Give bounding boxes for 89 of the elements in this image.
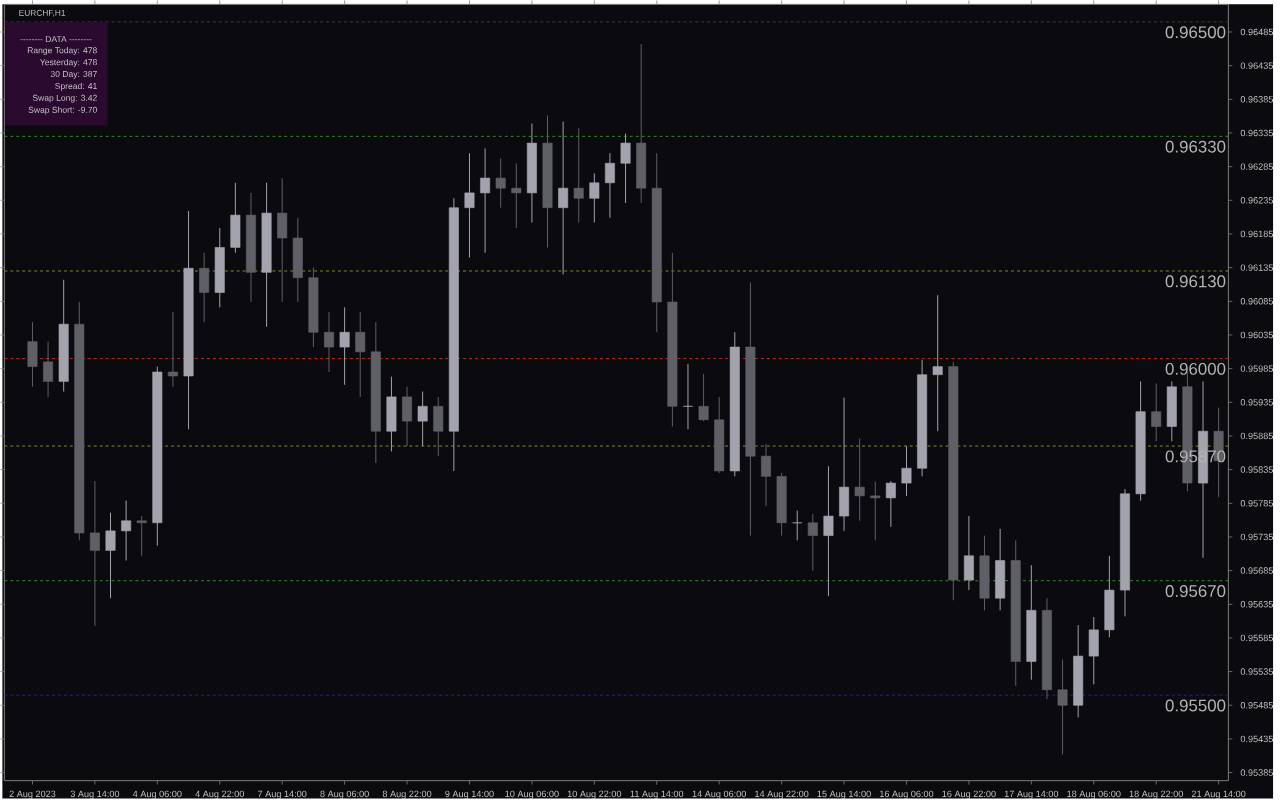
candlestick xyxy=(167,311,178,388)
candlestick xyxy=(480,148,491,254)
candlestick xyxy=(870,481,881,542)
y-tick-label: 0.95635 xyxy=(1240,601,1273,608)
y-tick-label: 0.96485 xyxy=(1240,28,1273,36)
candlestick xyxy=(43,341,54,398)
y-tick-label: 0.95985 xyxy=(1240,365,1273,373)
y-tick-label: 0.96435 xyxy=(1240,62,1273,70)
annotation: Swap Long: 3.42 xyxy=(32,95,97,103)
x-tick-label: 16 Aug 22:00 xyxy=(942,790,996,800)
candlestick xyxy=(932,294,943,432)
candlestick xyxy=(589,173,600,224)
y-tick-label: 0.96385 xyxy=(1240,96,1273,103)
candlestick xyxy=(761,443,771,507)
y-tick-label: 0.95885 xyxy=(1240,432,1273,440)
candlestick xyxy=(355,311,366,398)
candlestick xyxy=(901,445,912,497)
y-tick-label: 0.95435 xyxy=(1240,735,1273,743)
ref-line-label: 0.96330 xyxy=(1165,140,1226,153)
candlestick xyxy=(511,162,522,229)
ref-line-label: 0.96500 xyxy=(1165,26,1226,39)
y-tick-label: 0.96185 xyxy=(1240,230,1273,238)
annotation: Yesterday: 478 xyxy=(40,59,97,68)
candlestick xyxy=(854,438,865,522)
ref-line-label: 0.95670 xyxy=(1165,585,1226,598)
candlestick xyxy=(604,152,615,219)
y-tick-label: 0.95385 xyxy=(1240,769,1273,777)
candlestick xyxy=(885,480,896,528)
annotation: 30 Day: 387 xyxy=(50,71,97,79)
candlestick xyxy=(683,363,693,430)
x-tick-label: 8 Aug 06:00 xyxy=(320,790,369,800)
candlestick xyxy=(121,500,132,562)
candlestick xyxy=(558,121,569,276)
candlestick xyxy=(620,133,631,204)
x-tick-label: 14 Aug 22:00 xyxy=(755,790,809,800)
candlestick xyxy=(495,158,506,209)
annotation: Swap Short: -9.70 xyxy=(28,106,97,115)
y-tick-label: 0.95735 xyxy=(1240,533,1273,541)
y-tick-label: 0.95535 xyxy=(1240,668,1273,676)
annotation: -------- DATA -------- xyxy=(20,36,92,43)
x-tick-label: 17 Aug 14:00 xyxy=(1004,790,1059,800)
text: EURCHF,H1 xyxy=(19,10,66,17)
y-tick-label: 0.95785 xyxy=(1240,500,1273,507)
x-tick-label: 11 Aug 14:00 xyxy=(630,790,684,800)
y-tick-label: 0.96235 xyxy=(1240,197,1273,204)
y-tick-label: 0.95835 xyxy=(1240,466,1273,474)
x-tick-label: 10 Aug 06:00 xyxy=(505,790,559,800)
x-tick-label: 2 Aug 2023 xyxy=(9,790,56,800)
ref-line-label: 0.96000 xyxy=(1165,363,1226,376)
x-tick-label: 21 Aug 14:00 xyxy=(1191,790,1246,800)
candlestick xyxy=(1057,659,1068,756)
ref-line-label: 0.95500 xyxy=(1165,699,1226,712)
candlestick xyxy=(1151,383,1162,443)
x-tick-label: 9 Aug 14:00 xyxy=(445,790,494,800)
candlestick xyxy=(89,480,100,627)
y-tick-label: 0.96285 xyxy=(1240,163,1273,171)
ref-line-label: 0.96130 xyxy=(1165,275,1226,288)
candlestick xyxy=(417,391,428,447)
y-tick-label: 0.95685 xyxy=(1240,567,1273,575)
x-tick-label: 4 Aug 22:00 xyxy=(195,790,245,800)
y-tick-label: 0.96335 xyxy=(1240,129,1273,137)
x-tick-label: 18 Aug 06:00 xyxy=(1067,790,1121,800)
candlestick xyxy=(339,307,350,386)
candlestick xyxy=(698,373,709,422)
x-tick-label: 4 Aug 06:00 xyxy=(132,790,182,800)
candlestick xyxy=(105,512,116,599)
y-tick-label: 0.95585 xyxy=(1240,634,1273,642)
x-tick-label: 16 Aug 06:00 xyxy=(880,790,934,800)
x-tick-label: 14 Aug 06:00 xyxy=(692,790,746,800)
x-tick-label: 10 Aug 22:00 xyxy=(567,790,622,800)
candlestick xyxy=(792,510,803,542)
candlestick xyxy=(573,127,584,224)
candlestick xyxy=(807,513,818,572)
y-tick-label: 0.96135 xyxy=(1240,264,1273,272)
y-tick-label: 0.96085 xyxy=(1240,298,1273,305)
candlestick xyxy=(324,311,334,373)
x-tick-label: 3 Aug 14:00 xyxy=(70,790,120,800)
x-tick-label: 15 Aug 14:00 xyxy=(817,790,871,800)
x-tick-label: 18 Aug 22:00 xyxy=(1129,790,1184,800)
y-tick-label: 0.96035 xyxy=(1240,331,1273,339)
x-tick-label: 7 Aug 14:00 xyxy=(258,790,307,800)
candlestick xyxy=(823,465,834,597)
annotation: Range Today: 478 xyxy=(27,47,97,56)
candlestick xyxy=(464,152,475,259)
candlestick xyxy=(136,515,147,557)
y-tick-label: 0.95485 xyxy=(1240,702,1273,709)
x-tick-label: 8 Aug 22:00 xyxy=(382,790,432,800)
annotation: Spread: 41 xyxy=(55,82,97,91)
y-tick-label: 0.95935 xyxy=(1240,399,1273,406)
